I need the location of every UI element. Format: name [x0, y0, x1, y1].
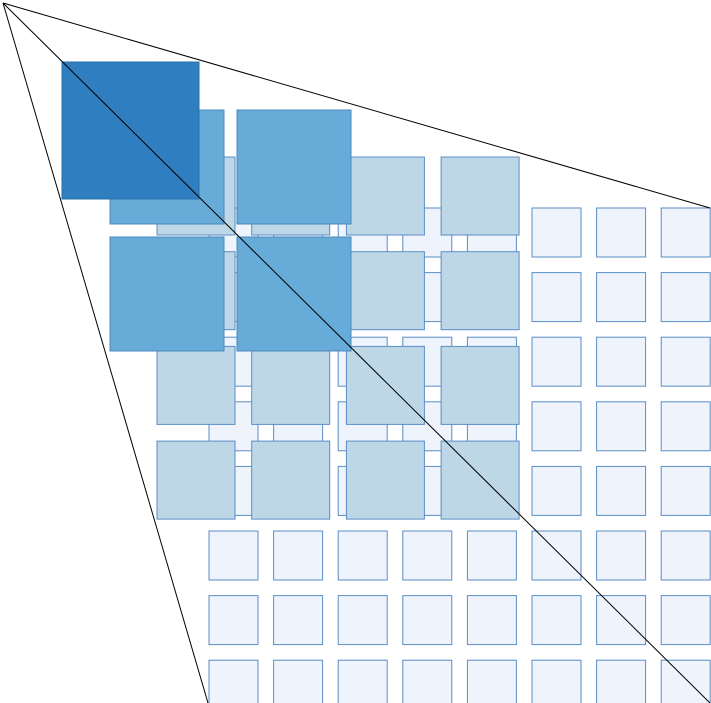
grid-cell-level-1 [467, 531, 516, 580]
grid-cell-level-1 [274, 531, 323, 580]
grid-cell-level-1 [532, 402, 581, 451]
grid-cell-level-1 [532, 337, 581, 386]
grid-cell-level-2 [441, 441, 519, 519]
grid-cell-level-1 [209, 531, 258, 580]
grid-cell-level-2 [441, 346, 519, 424]
grid-cell-level-1 [597, 208, 646, 257]
grid-cell-level-1 [597, 337, 646, 386]
grid-cell-level-1 [597, 273, 646, 322]
grid-cell-level-1 [661, 208, 710, 257]
level-4-grid [62, 62, 199, 199]
grid-cell-level-1 [403, 596, 452, 645]
grid-cell-level-1 [338, 660, 387, 703]
grid-cell-level-1 [532, 208, 581, 257]
grid-cell-level-1 [274, 660, 323, 703]
grid-cell-level-1 [338, 596, 387, 645]
grid-cell-level-1 [274, 596, 323, 645]
grid-cell-level-1 [661, 596, 710, 645]
grid-cell-level-2 [252, 441, 330, 519]
grid-cell-level-2 [441, 252, 519, 330]
grid-cell-level-1 [532, 531, 581, 580]
grid-cell-level-2 [346, 441, 424, 519]
grid-cell-level-3 [237, 237, 351, 351]
grid-cell-level-1 [597, 402, 646, 451]
grid-cell-level-1 [597, 466, 646, 515]
grid-cell-level-2 [252, 346, 330, 424]
grid-cell-level-1 [597, 660, 646, 703]
grid-cell-level-2 [346, 157, 424, 235]
grid-cell-level-1 [661, 337, 710, 386]
grid-cell-level-1 [403, 660, 452, 703]
grid-cell-level-1 [532, 273, 581, 322]
grid-cell-level-2 [441, 157, 519, 235]
grid-cell-level-2 [157, 441, 235, 519]
grid-cell-level-1 [661, 466, 710, 515]
grid-cell-level-1 [661, 273, 710, 322]
grid-cell-level-1 [209, 596, 258, 645]
grid-cell-level-1 [532, 466, 581, 515]
grid-cell-level-3 [237, 110, 351, 224]
grid-cell-level-1 [597, 531, 646, 580]
grid-cell-level-2 [157, 346, 235, 424]
grid-cell-level-2 [346, 346, 424, 424]
grid-cell-level-1 [467, 660, 516, 703]
grid-cell-level-1 [661, 531, 710, 580]
grid-cell-level-1 [467, 596, 516, 645]
grid-cell-level-4 [62, 62, 199, 199]
grid-cell-level-1 [661, 402, 710, 451]
grid-cell-level-3 [110, 237, 224, 351]
grid-cell-level-1 [532, 660, 581, 703]
grid-cell-level-1 [403, 531, 452, 580]
grid-cell-level-1 [209, 660, 258, 703]
grid-cell-level-2 [346, 252, 424, 330]
grid-cell-level-1 [532, 596, 581, 645]
grid-cell-level-1 [597, 596, 646, 645]
grid-cell-level-1 [338, 531, 387, 580]
